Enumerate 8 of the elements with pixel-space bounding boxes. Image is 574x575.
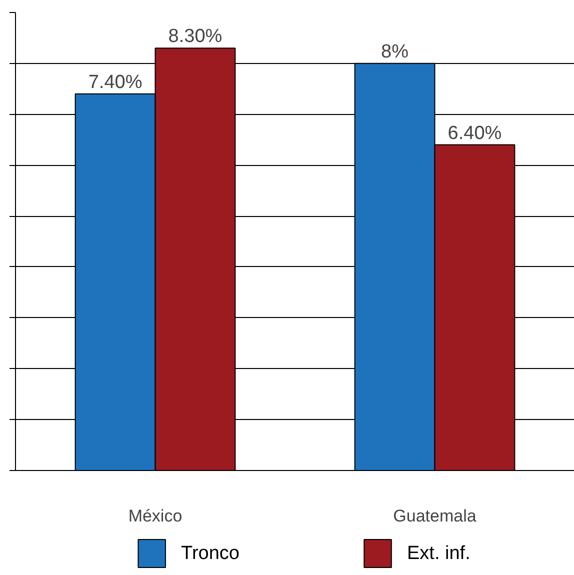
x-tick-label: Guatemala	[393, 506, 477, 526]
data-label: 8%	[381, 41, 409, 62]
data-label: 7.40%	[88, 72, 142, 93]
data-label: 6.40%	[448, 122, 502, 144]
legend-label: Tronco	[181, 543, 240, 564]
x-tick-label: México	[128, 506, 182, 526]
data-label: 8.30%	[168, 26, 222, 48]
legend-label: Ext. inf.	[406, 543, 470, 564]
